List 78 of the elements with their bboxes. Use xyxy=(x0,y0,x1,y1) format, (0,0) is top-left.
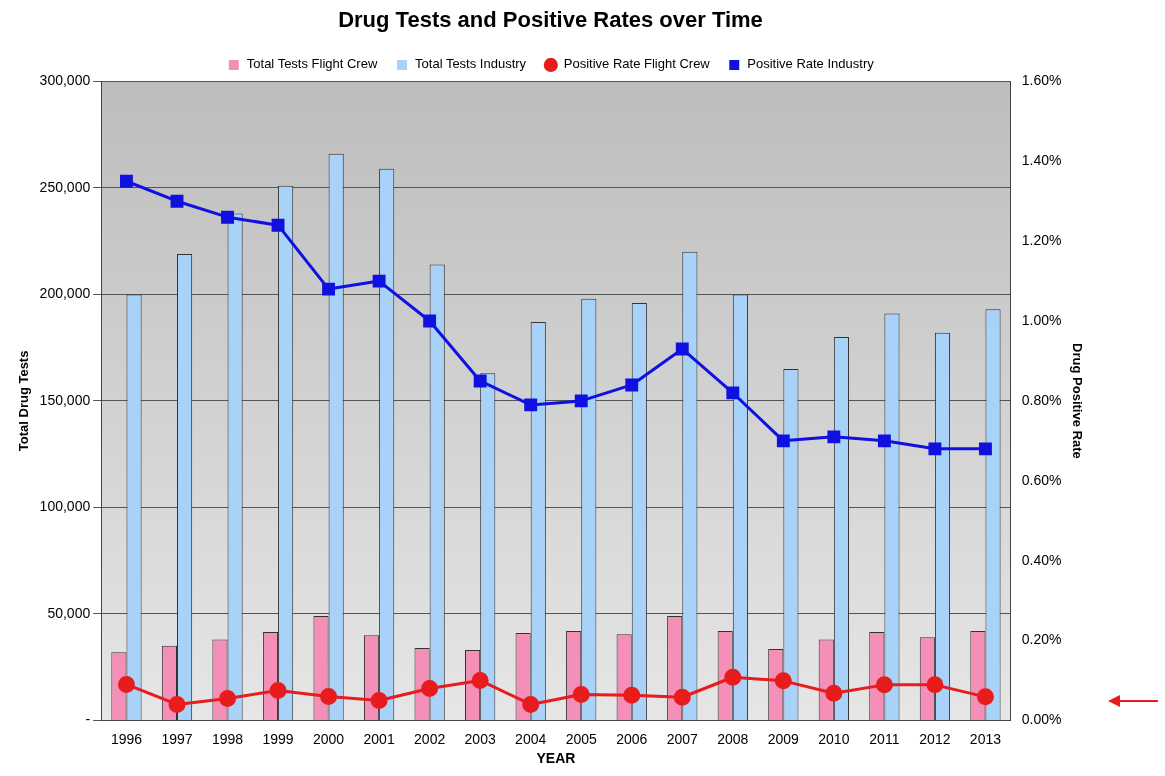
point xyxy=(574,394,588,408)
y2-tick-label: 0.80% xyxy=(1021,391,1062,408)
x-tick-label: 2010 xyxy=(818,730,850,747)
point xyxy=(219,689,237,707)
y-tick-label: - xyxy=(85,711,91,728)
x-tick-label: 2001 xyxy=(363,730,395,747)
point xyxy=(572,685,590,703)
point xyxy=(825,684,843,702)
point xyxy=(675,342,689,356)
x-axis-title: YEAR xyxy=(536,750,576,767)
point xyxy=(776,434,790,448)
x-tick-label: 2008 xyxy=(717,730,749,747)
y-tick-label: 200,000 xyxy=(39,285,91,302)
point xyxy=(724,668,742,686)
point xyxy=(120,174,133,188)
point xyxy=(673,688,691,706)
x-tick-label: 2007 xyxy=(666,730,699,747)
point xyxy=(372,274,386,288)
point xyxy=(423,314,437,328)
x-tick-label: 2005 xyxy=(565,730,597,747)
legend-label: Total Tests Flight Crew xyxy=(246,56,378,72)
point xyxy=(625,378,639,392)
point xyxy=(473,374,487,388)
x-tick-label: 2013 xyxy=(969,730,1002,747)
point xyxy=(978,442,992,456)
point xyxy=(623,686,641,704)
point xyxy=(168,695,186,713)
y2-tick-label: 1.20% xyxy=(1021,232,1062,249)
legend-label: Positive Rate Flight Crew xyxy=(563,56,711,72)
y-tick-label: 300,000 xyxy=(39,72,91,89)
point xyxy=(221,210,234,224)
point xyxy=(875,676,893,694)
point xyxy=(926,676,944,694)
point xyxy=(322,282,336,296)
y-axis-title: Total Drug Tests xyxy=(16,350,32,452)
point xyxy=(827,430,841,444)
y2-tick-label: 0.20% xyxy=(1021,631,1062,648)
y2-tick-label: 0.40% xyxy=(1021,551,1062,568)
y2-tick-label: 1.40% xyxy=(1021,152,1062,169)
y2-axis-title: Drug Positive Rate xyxy=(1069,343,1085,459)
point xyxy=(471,671,489,689)
x-tick-label: 1996 xyxy=(110,730,143,747)
y-tick-label: 50,000 xyxy=(47,604,91,621)
point xyxy=(269,681,287,699)
point xyxy=(421,679,439,697)
chart-title: Drug Tests and Positive Rates over Time xyxy=(338,7,763,33)
y2-tick-label: 1.00% xyxy=(1021,311,1062,328)
y2-tick-label: 1.60% xyxy=(1021,72,1062,89)
point xyxy=(320,687,338,705)
y2-tick-label: 0.00% xyxy=(1021,711,1062,728)
point xyxy=(271,218,285,232)
x-tick-label: 2012 xyxy=(919,730,951,747)
y-tick-label: 250,000 xyxy=(39,178,91,195)
point xyxy=(928,442,942,456)
point xyxy=(370,691,388,709)
x-tick-label: 2009 xyxy=(767,730,800,747)
x-tick-label: 1998 xyxy=(211,730,244,747)
x-tick-label: 2004 xyxy=(515,730,547,747)
legend-label: Positive Rate Industry xyxy=(747,56,875,72)
x-tick-label: 1997 xyxy=(161,730,193,747)
y-tick-label: 150,000 xyxy=(39,391,91,408)
point xyxy=(522,695,540,713)
y2-tick-label: 0.60% xyxy=(1021,471,1062,488)
point xyxy=(117,675,135,693)
y-tick-label: 100,000 xyxy=(39,498,91,515)
point xyxy=(976,688,994,706)
point xyxy=(170,194,184,208)
point xyxy=(726,386,740,400)
x-tick-label: 2011 xyxy=(869,730,900,747)
x-tick-label: 2002 xyxy=(414,730,446,747)
x-tick-label: 2000 xyxy=(313,730,345,747)
x-tick-label: 2003 xyxy=(464,730,496,747)
point xyxy=(774,672,792,690)
point xyxy=(524,398,538,412)
point xyxy=(877,434,891,448)
legend-label: Total Tests Industry xyxy=(415,56,527,72)
x-tick-label: 1999 xyxy=(262,730,294,747)
x-tick-label: 2006 xyxy=(616,730,648,747)
